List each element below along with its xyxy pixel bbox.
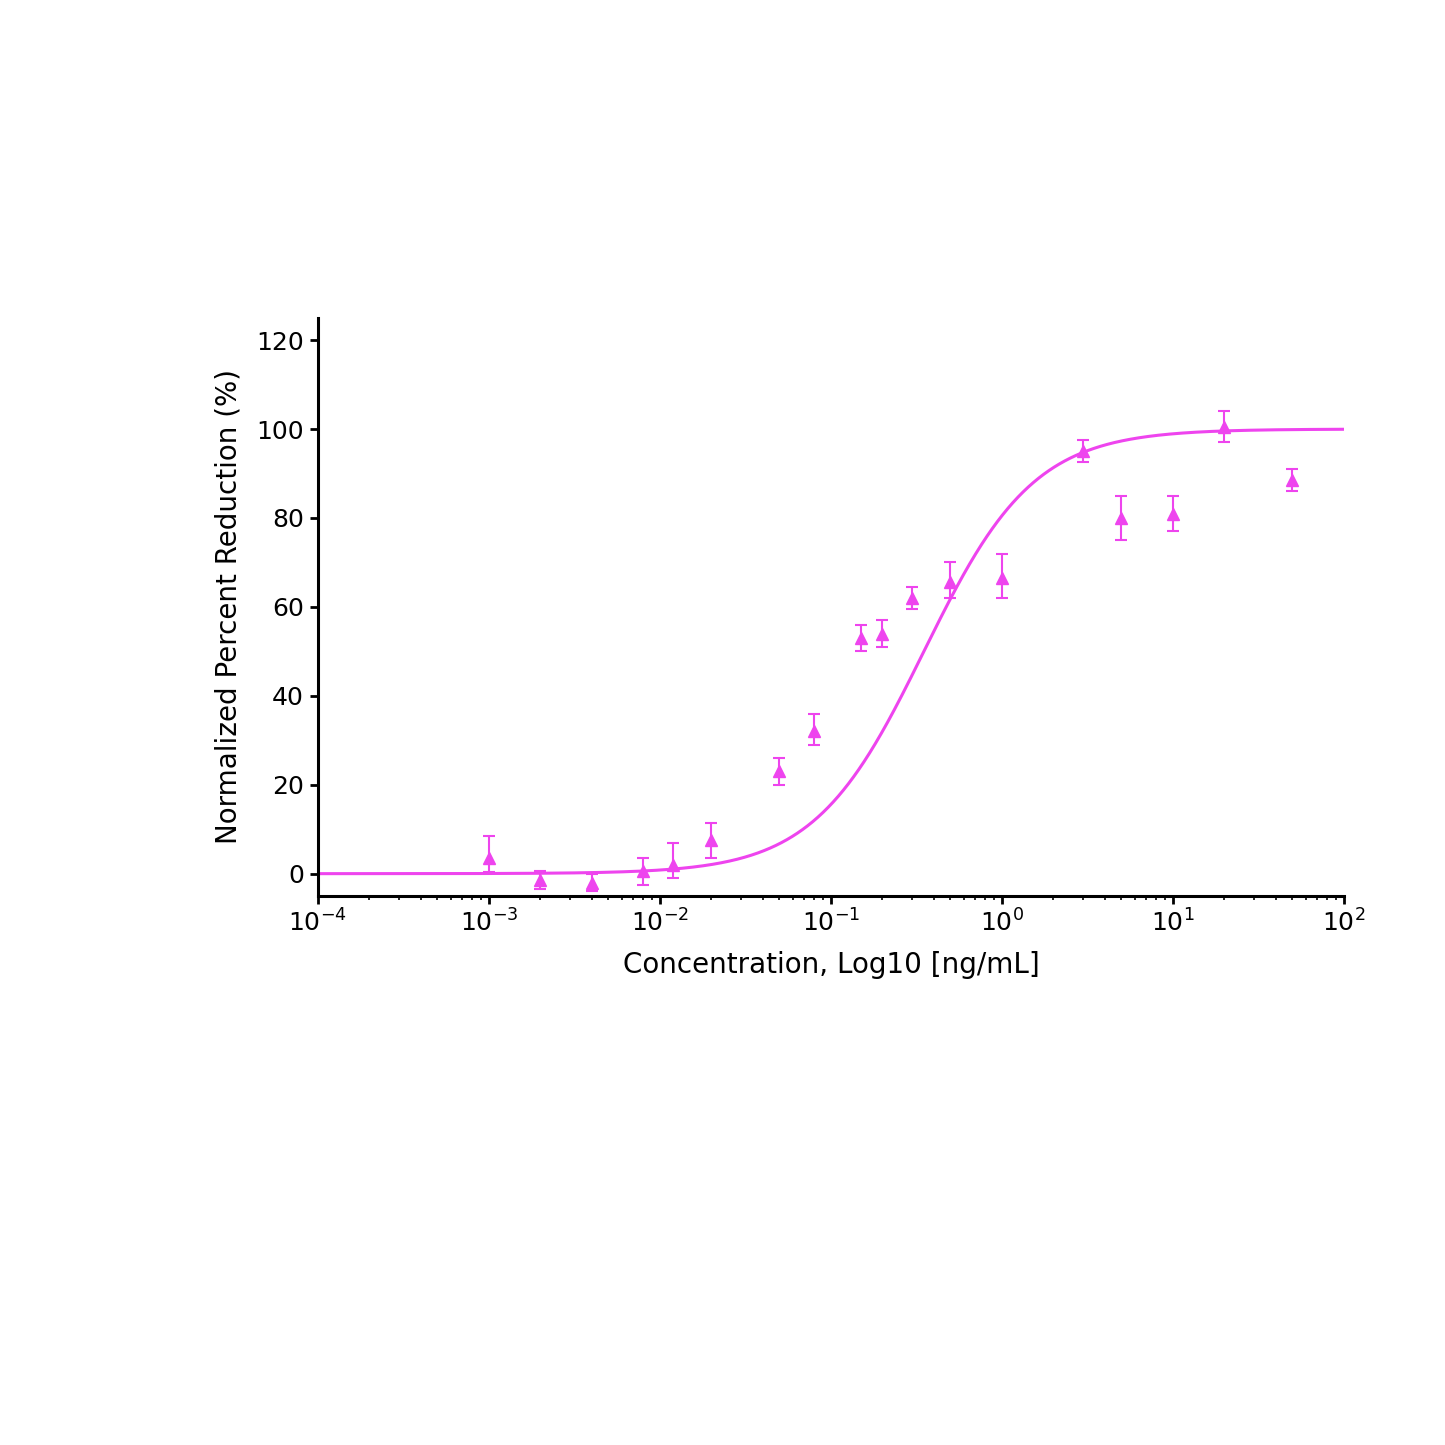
- Y-axis label: Normalized Percent Reduction (%): Normalized Percent Reduction (%): [214, 370, 243, 844]
- X-axis label: Concentration, Log10 [ng/mL]: Concentration, Log10 [ng/mL]: [623, 951, 1039, 978]
